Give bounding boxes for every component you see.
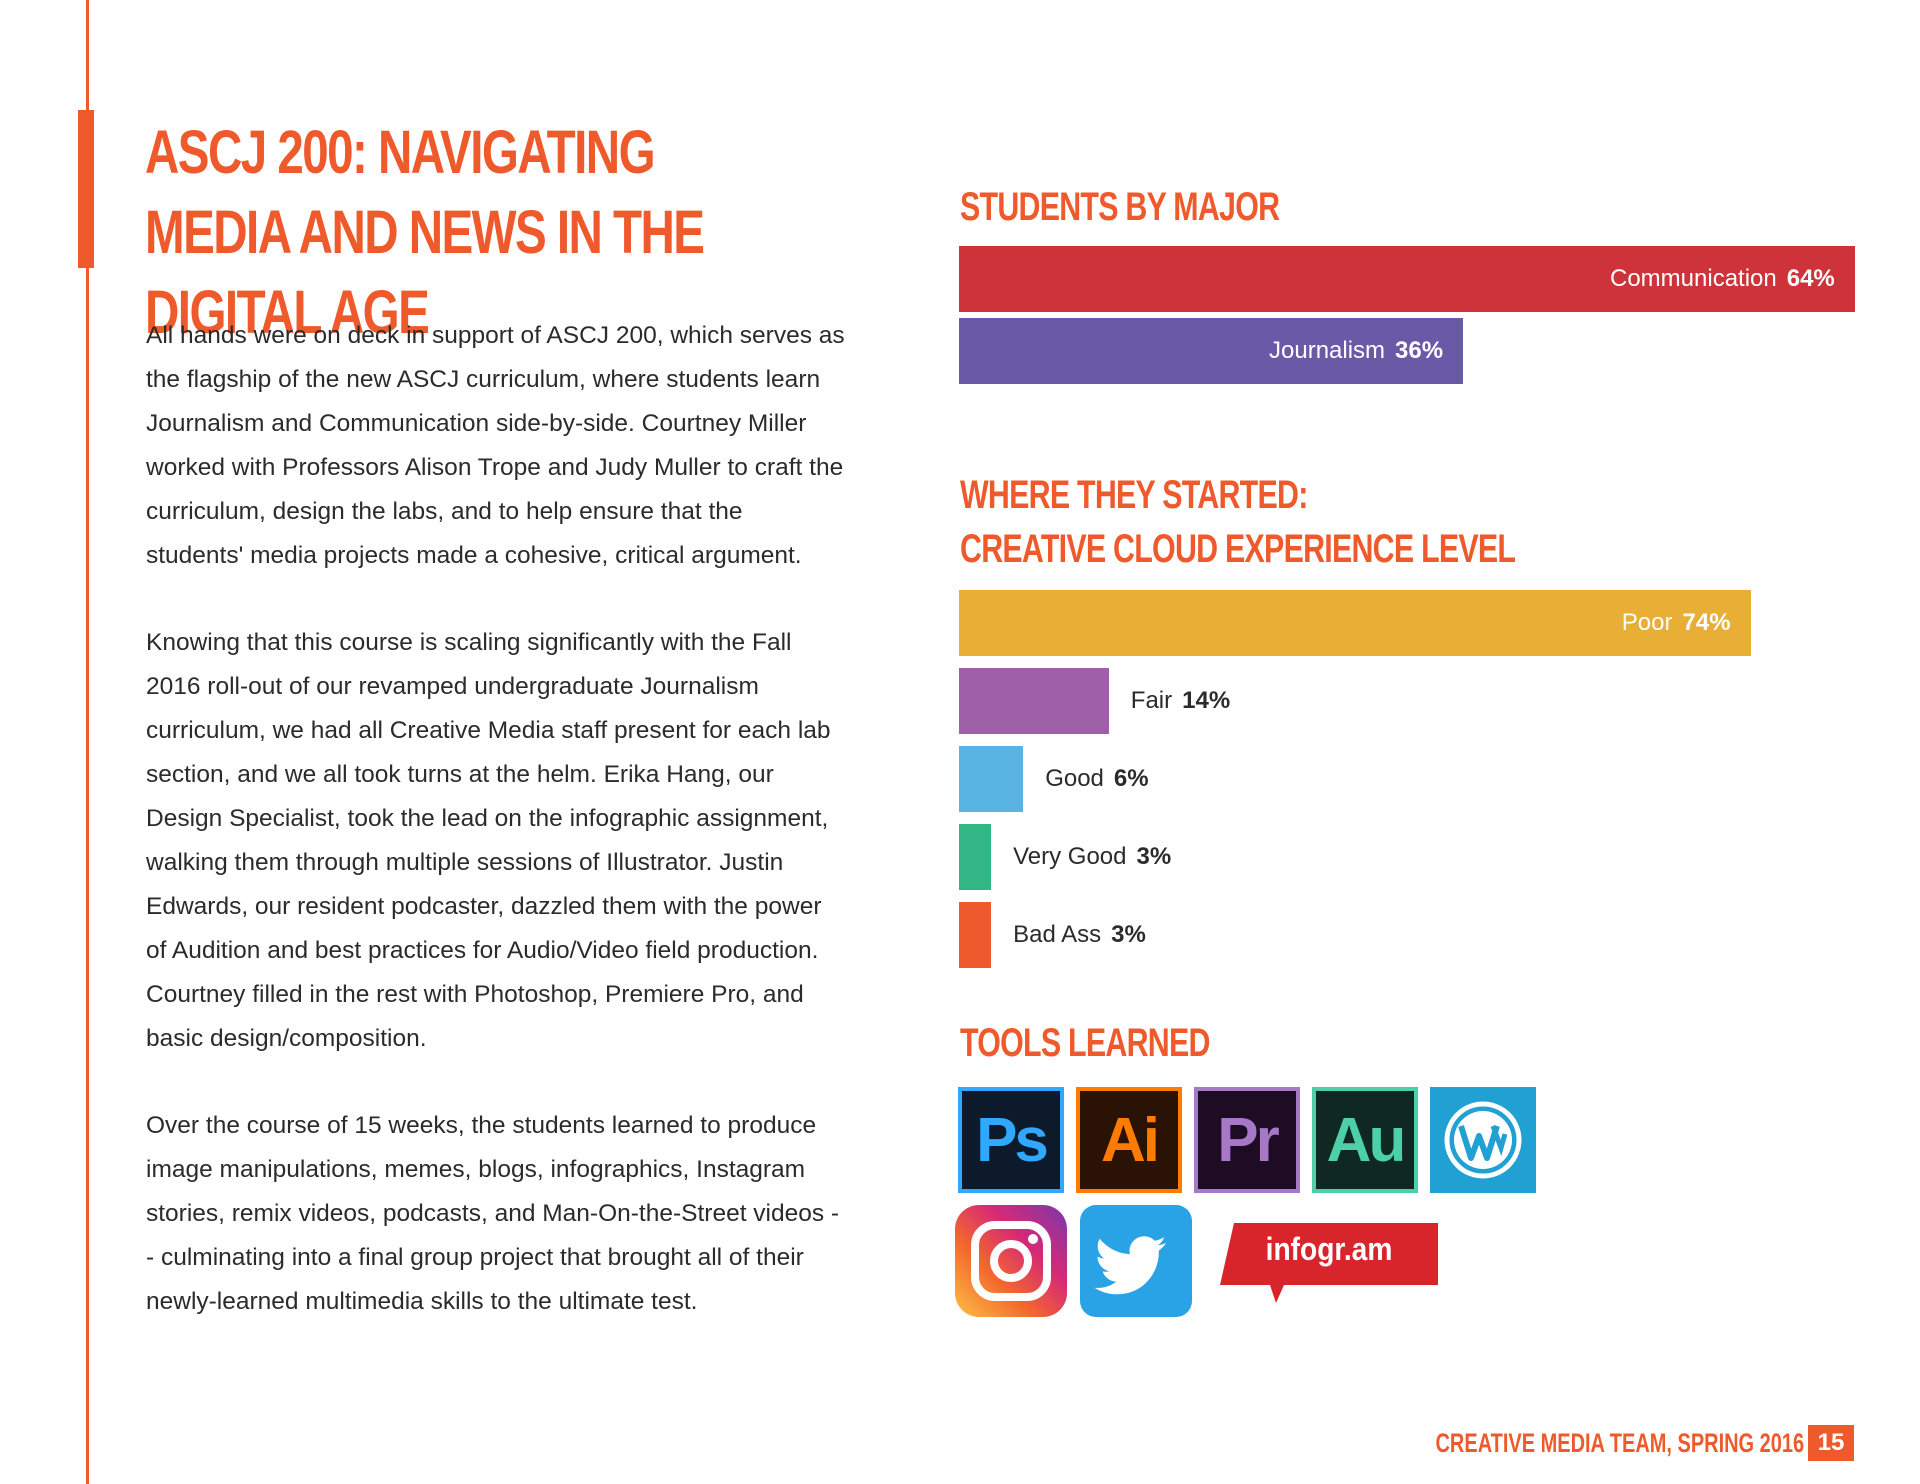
- bar-journalism: [959, 318, 1463, 384]
- bar-label-communication: Communication 64%: [1610, 264, 1835, 294]
- bar-label-good: Good 6%: [1045, 764, 1148, 794]
- bar-label-bad-ass: Bad Ass 3%: [1013, 920, 1146, 950]
- bar-category: Poor: [1621, 609, 1673, 636]
- bar-label-fair: Fair 14%: [1131, 686, 1230, 716]
- bar-category: Communication: [1610, 265, 1777, 292]
- infogram-logo: infogr.am: [1220, 1223, 1438, 1303]
- bar-communication: [959, 246, 1855, 312]
- premiere-label: Pr: [1217, 1105, 1280, 1175]
- wordpress-logo: [1444, 1101, 1522, 1179]
- footer-text: CREATIVE MEDIA TEAM, SPRING 2016: [1435, 1428, 1804, 1458]
- tools-learned-heading: TOOLS LEARNED: [960, 1021, 1210, 1065]
- infogram-label: infogr.am: [1265, 1231, 1393, 1267]
- bar-category: Very Good: [1013, 843, 1127, 870]
- premiere-icon: Pr: [1194, 1087, 1300, 1193]
- bar-fair: [959, 668, 1109, 734]
- bar-value: 3%: [1111, 921, 1146, 948]
- bar-category: Good: [1045, 765, 1104, 792]
- paragraph-2: Knowing that this course is scaling sign…: [146, 629, 831, 1052]
- photoshop-icon: Ps: [958, 1087, 1064, 1193]
- bar-value: 64%: [1786, 265, 1835, 292]
- page-number: 15: [1808, 1425, 1854, 1461]
- wordpress-icon: [1430, 1087, 1536, 1193]
- bar-label-poor: Poor 74%: [1622, 608, 1731, 638]
- bar-bad-ass: [959, 902, 992, 968]
- bar-value: 36%: [1395, 337, 1444, 364]
- bar-value: 6%: [1113, 765, 1149, 792]
- audition-icon: Au: [1312, 1087, 1418, 1193]
- students-by-major-heading: STUDENTS BY MAJOR: [960, 185, 1280, 229]
- bar-poor: [959, 590, 1751, 656]
- audition-label: Au: [1326, 1105, 1407, 1175]
- bar-value: 14%: [1182, 687, 1231, 714]
- bar-category: Fair: [1130, 687, 1173, 714]
- page-title: ASCJ 200: NAVIGATING MEDIA AND NEWS IN T…: [145, 118, 705, 346]
- twitter-icon: [1080, 1205, 1192, 1317]
- left-margin-rule: [86, 0, 89, 1484]
- bar-value: 74%: [1682, 609, 1731, 636]
- photoshop-label: Ps: [976, 1105, 1049, 1175]
- body-text: All hands were on deck in support of ASC…: [146, 314, 846, 1367]
- illustrator-label: Ai: [1101, 1105, 1160, 1175]
- bar-category: Journalism: [1269, 337, 1386, 364]
- bar-good: [959, 746, 1024, 812]
- title-accent-bar: [78, 110, 94, 268]
- bar-label-very-good: Very Good 3%: [1013, 842, 1171, 872]
- instagram-icon: [955, 1205, 1067, 1317]
- paragraph-3: Over the course of 15 weeks, the student…: [146, 1112, 840, 1315]
- illustrator-icon: Ai: [1076, 1087, 1182, 1193]
- paragraph-1: All hands were on deck in support of ASC…: [146, 322, 845, 569]
- experience-heading-line-1: WHERE THEY STARTED:: [960, 473, 1308, 517]
- bar-value: 3%: [1136, 843, 1172, 870]
- bar-very-good: [959, 824, 992, 890]
- bar-label-journalism: Journalism 36%: [1269, 336, 1443, 366]
- experience-heading-line-2: CREATIVE CLOUD EXPERIENCE LEVEL: [960, 527, 1516, 571]
- bar-category: Bad Ass: [1013, 921, 1102, 948]
